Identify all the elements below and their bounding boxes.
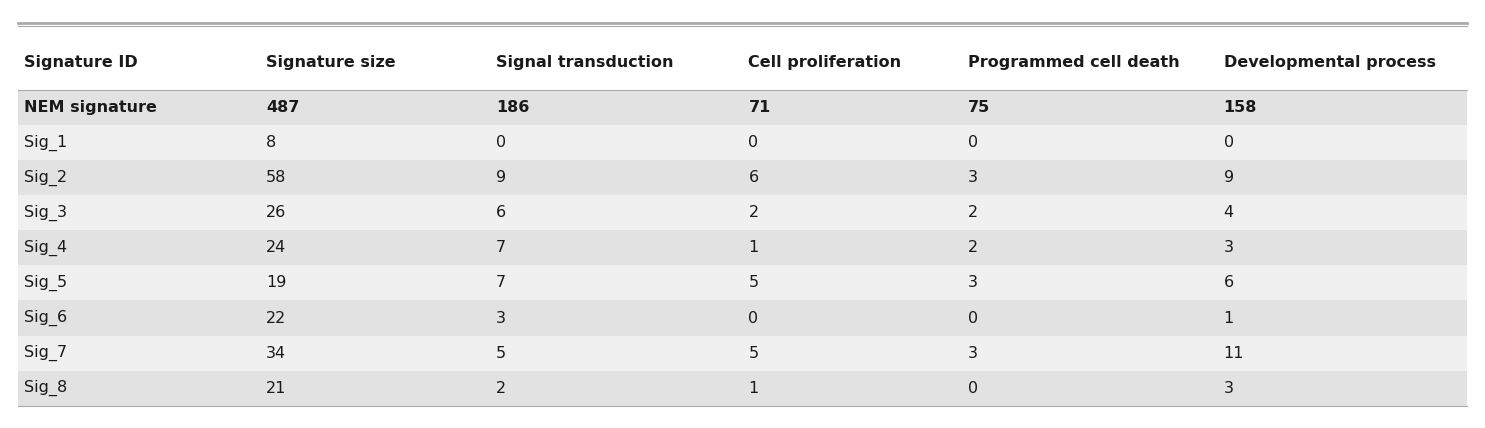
Text: 7: 7 [496, 240, 506, 256]
Text: 0: 0 [968, 310, 979, 326]
Text: 11: 11 [1224, 345, 1244, 361]
Text: Signature ID: Signature ID [24, 54, 138, 70]
Text: 9: 9 [1224, 170, 1234, 185]
Text: Sig_2: Sig_2 [24, 169, 67, 186]
Text: Sig_6: Sig_6 [24, 310, 67, 326]
Text: 3: 3 [968, 345, 979, 361]
Bar [18, 265, 1467, 300]
Text: 5: 5 [748, 345, 759, 361]
Text: 3: 3 [968, 170, 979, 185]
Text: 4: 4 [1224, 205, 1234, 220]
Bar [18, 336, 1467, 371]
Text: 6: 6 [1224, 275, 1234, 291]
Text: Programmed cell death: Programmed cell death [968, 54, 1181, 70]
Text: 7: 7 [496, 275, 506, 291]
Text: 0: 0 [968, 135, 979, 150]
Text: 8: 8 [266, 135, 276, 150]
Bar [18, 371, 1467, 406]
Text: Sig_7: Sig_7 [24, 345, 67, 361]
Text: Sig_1: Sig_1 [24, 134, 67, 151]
Text: 2: 2 [968, 240, 979, 256]
Text: Developmental process: Developmental process [1224, 54, 1436, 70]
Text: 3: 3 [1224, 380, 1234, 396]
Text: 6: 6 [748, 170, 759, 185]
Text: 5: 5 [496, 345, 506, 361]
Text: 487: 487 [266, 100, 298, 115]
Text: 6: 6 [496, 205, 506, 220]
Text: 0: 0 [1224, 135, 1234, 150]
Text: 22: 22 [266, 310, 287, 326]
Text: Cell proliferation: Cell proliferation [748, 54, 901, 70]
Bar [18, 300, 1467, 336]
Text: NEM signature: NEM signature [24, 100, 156, 115]
Text: 1: 1 [748, 240, 759, 256]
Text: 58: 58 [266, 170, 287, 185]
Text: 5: 5 [748, 275, 759, 291]
Text: 3: 3 [496, 310, 506, 326]
Text: 0: 0 [748, 135, 759, 150]
Text: 24: 24 [266, 240, 287, 256]
Text: Sig_4: Sig_4 [24, 240, 67, 256]
Bar [18, 160, 1467, 195]
Text: Sig_3: Sig_3 [24, 205, 67, 221]
Text: 19: 19 [266, 275, 287, 291]
Text: 0: 0 [496, 135, 506, 150]
Text: 2: 2 [496, 380, 506, 396]
Bar [18, 230, 1467, 265]
Text: Signature size: Signature size [266, 54, 395, 70]
Text: 75: 75 [968, 100, 990, 115]
Text: 34: 34 [266, 345, 287, 361]
Text: Sig_8: Sig_8 [24, 380, 67, 396]
Text: 21: 21 [266, 380, 287, 396]
Text: 3: 3 [968, 275, 979, 291]
Text: 9: 9 [496, 170, 506, 185]
Text: 0: 0 [748, 310, 759, 326]
Text: 1: 1 [748, 380, 759, 396]
Bar [18, 125, 1467, 160]
Text: 186: 186 [496, 100, 529, 115]
Text: 3: 3 [1224, 240, 1234, 256]
Text: 71: 71 [748, 100, 771, 115]
Text: 2: 2 [748, 205, 759, 220]
Text: 158: 158 [1224, 100, 1256, 115]
Text: Sig_5: Sig_5 [24, 275, 67, 291]
Text: 26: 26 [266, 205, 287, 220]
Bar [18, 195, 1467, 230]
Text: 1: 1 [1224, 310, 1234, 326]
Text: Signal transduction: Signal transduction [496, 54, 674, 70]
Text: 2: 2 [968, 205, 979, 220]
Text: 0: 0 [968, 380, 979, 396]
Bar [18, 90, 1467, 125]
